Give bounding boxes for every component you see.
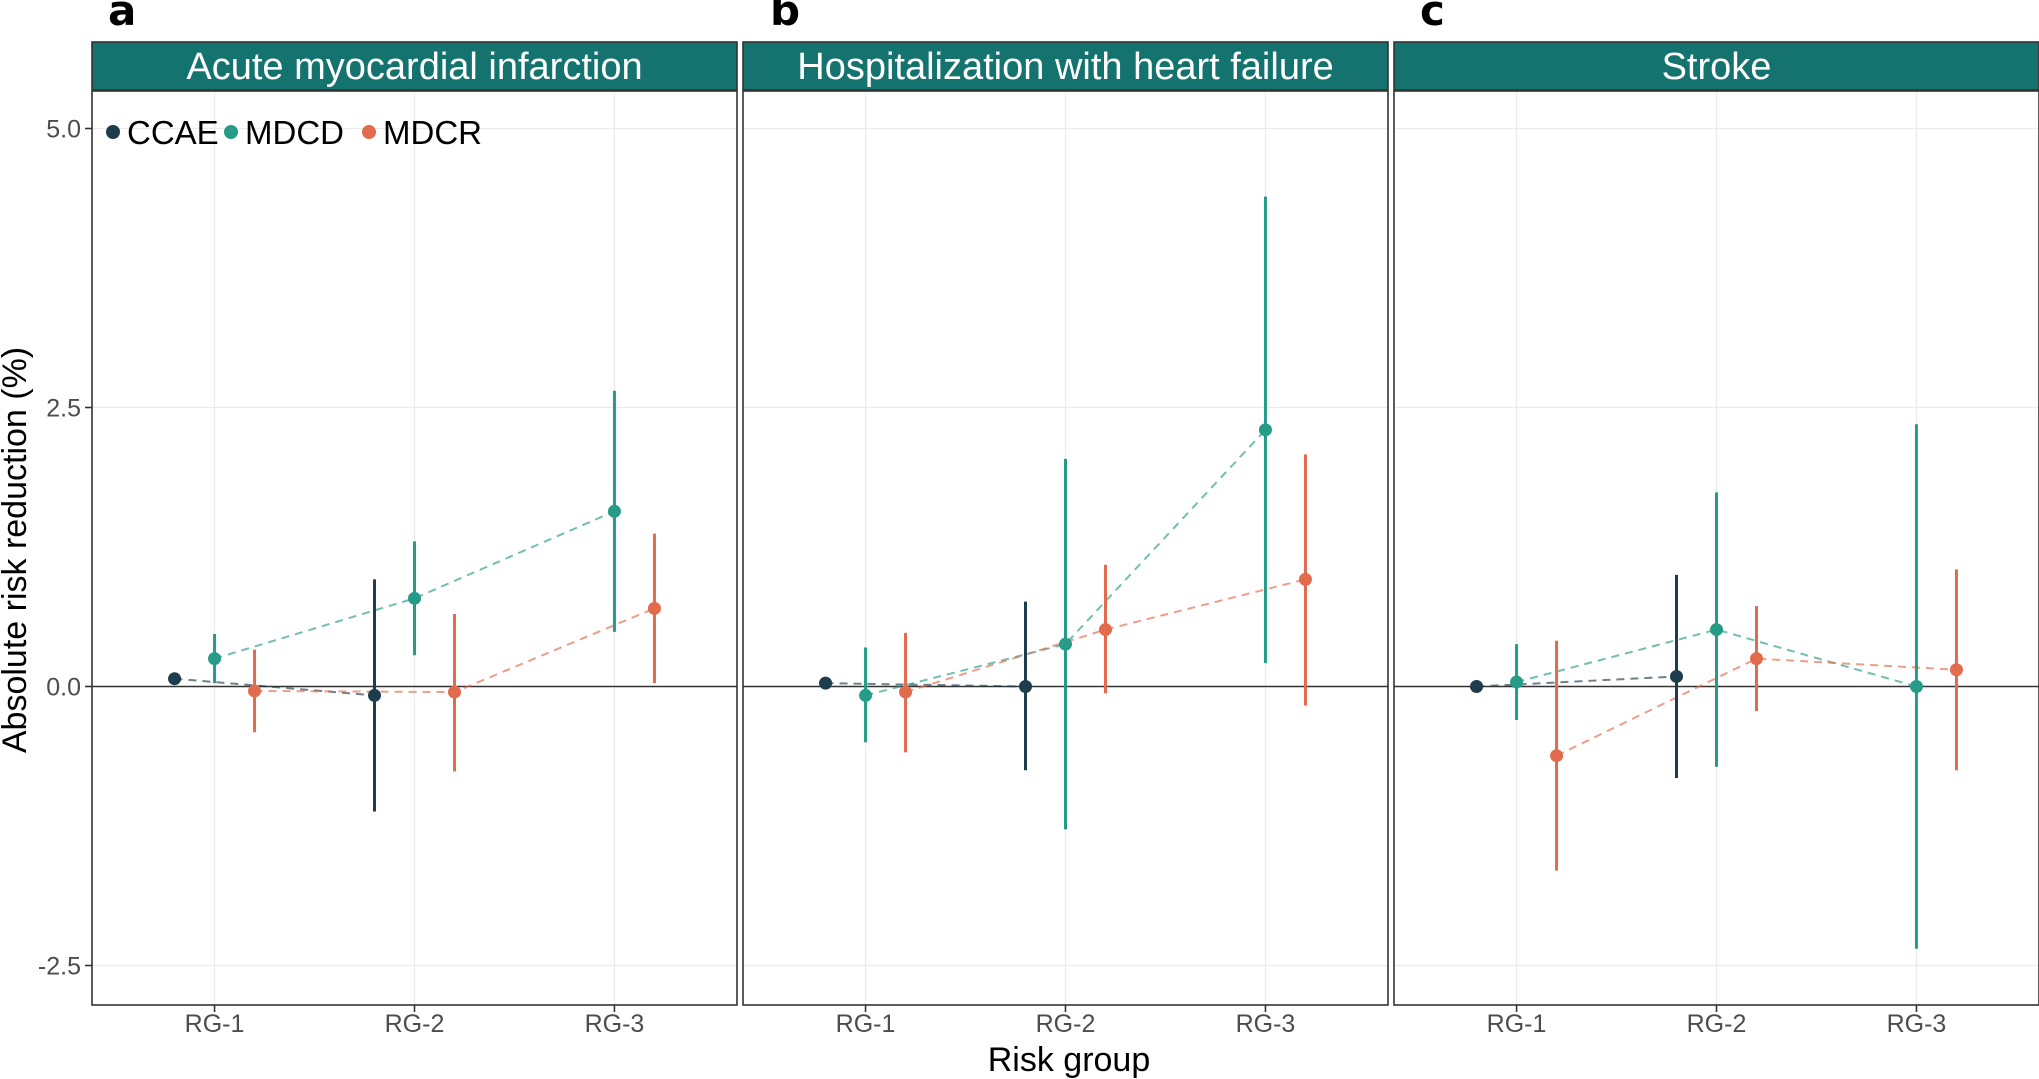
legend-key-mdcd [224,125,238,139]
strip [91,41,738,91]
y-tick-label: 2.5 [46,395,81,423]
connector-ccae [174,677,375,697]
point-mdcd [607,504,621,518]
y-tick-label: -2.5 [38,953,81,981]
point-mdcr [1949,663,1963,677]
panels: Acute myocardial infarction a RG-1 RG-2 RG-3… [38,0,2039,1038]
point-mdcd [408,591,421,605]
y-axis-title: Absolute risk reduction (%) [0,347,34,753]
legend-key-mdcr [362,125,376,139]
connector-ccae [1476,675,1677,688]
strip [1393,41,2039,91]
panel-letter: b [770,0,800,35]
point-mdcr [1298,572,1312,586]
point-mdcr [1750,652,1763,666]
point-mdcd [1059,637,1072,651]
x-tick-label: RG-2 [1036,1010,1096,1038]
panel-letter: a [108,0,136,35]
x-tick-label: RG-1 [1487,1010,1547,1038]
point-ccae [1019,680,1032,693]
point-mdcr [448,685,461,699]
legend-label-ccae: CCAE [127,114,219,151]
x-tick-label: RG-2 [385,1010,445,1038]
point-mdcr [248,684,262,698]
point-ccae [819,676,833,690]
x-tick-label: RG-1 [836,1010,896,1038]
legend-label-mdcr: MDCR [383,114,482,151]
point-mdcd [859,688,873,702]
legend-label-mdcd: MDCD [245,114,344,151]
panel-b: Hospitalization with heart failure b RG-1 R… [742,0,1389,1038]
x-tick-label: RG-3 [585,1010,645,1038]
point-mdcd [1909,680,1923,693]
connector-mdcr [1556,657,1957,757]
point-mdcr [899,685,913,699]
strip-title: Hospitalization with heart failure [797,46,1334,88]
x-tick-label: RG-3 [1887,1010,1947,1038]
x-tick-label: RG-1 [185,1010,245,1038]
x-axis-title: Risk group [988,1041,1151,1079]
legend: CCAE MDCD MDCR [106,114,482,151]
x-tick-label: RG-2 [1687,1010,1747,1038]
x-tick-label: RG-3 [1236,1010,1296,1038]
point-mdcd [208,652,222,666]
legend-key-ccae [106,125,120,139]
y-tick-label: 0.0 [46,674,81,702]
strip-title: Acute myocardial infarction [186,46,642,88]
point-mdcr [1550,749,1564,763]
point-mdcd [1710,623,1723,637]
point-ccae [1470,680,1484,693]
point-ccae [168,672,182,686]
point-mdcr [1099,623,1112,637]
point-mdcr [647,601,661,615]
panel-letter: c [1420,0,1445,35]
strip-title: Stroke [1662,46,1772,88]
point-mdcd [1258,423,1272,437]
point-ccae [1670,669,1683,683]
point-mdcd [1510,675,1524,689]
y-tick-label: 5.0 [46,116,81,144]
point-ccae [368,688,381,702]
connector-mdcd [214,510,615,660]
panel-a: Acute myocardial infarction a RG-1 RG-2 RG-3… [38,0,738,1038]
strip [742,41,1389,91]
panel-c: Stroke c RG-1 RG-2 RG-3 [1393,0,2039,1038]
